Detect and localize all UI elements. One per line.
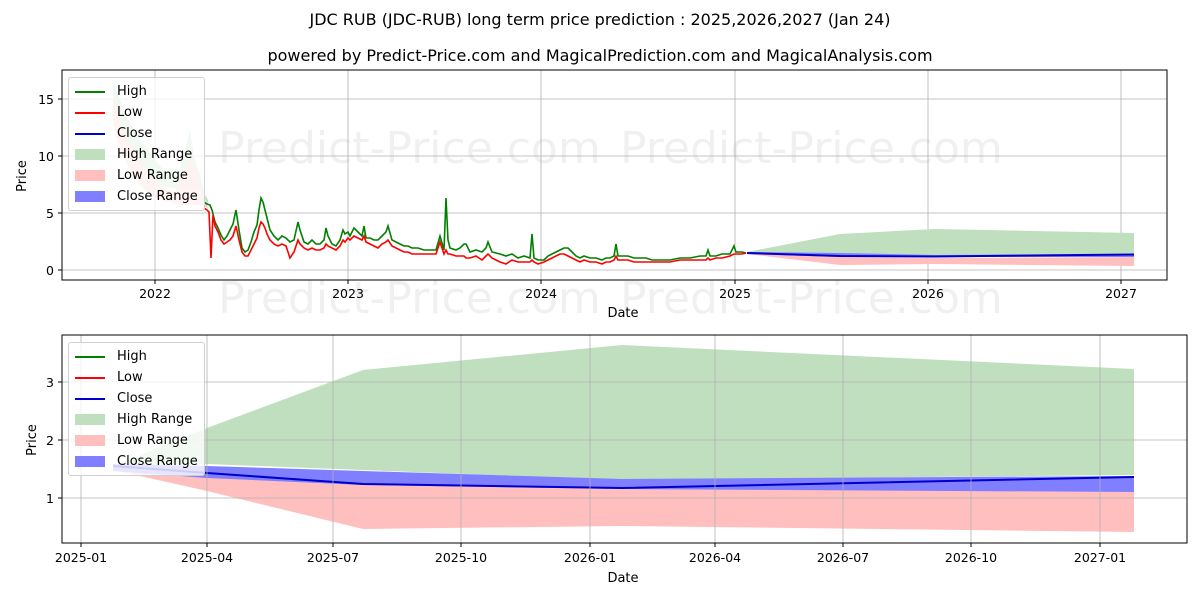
legend-label: Close Range — [117, 454, 198, 469]
bottom-high-range — [113, 345, 1134, 480]
legend-label: Close — [117, 391, 153, 406]
legend-label: Low Range — [117, 168, 188, 183]
legend-label: High Range — [117, 147, 193, 162]
watermark: Predict-Price.com — [620, 273, 1003, 324]
y-tick-label: 10 — [38, 149, 54, 164]
line-swatch-icon — [75, 376, 105, 379]
legend-item-high-range: High Range — [75, 144, 198, 165]
patch-swatch-icon — [75, 191, 105, 202]
legend-item-close: Close — [75, 123, 198, 144]
legend-label: Low Range — [117, 433, 188, 448]
legend-label: High — [117, 349, 147, 364]
line-swatch-icon — [75, 397, 105, 400]
patch-swatch-icon — [75, 414, 105, 425]
patch-swatch-icon — [75, 149, 105, 160]
watermark: Predict-Price.com — [218, 123, 601, 174]
y-axis-label: Price — [15, 160, 30, 192]
y-tick-label: 5 — [46, 206, 54, 221]
x-tick-label: 2024 — [525, 286, 557, 301]
legend-item-close-range: Close Range — [75, 451, 198, 472]
patch-swatch-icon — [75, 170, 105, 181]
top-axes-frame — [61, 69, 1168, 281]
x-tick-label: 2026-04 — [689, 550, 741, 565]
line-swatch-icon — [75, 90, 105, 93]
x-tick-label: 2027-01 — [1074, 550, 1126, 565]
watermark: Predict-Price.com — [218, 273, 601, 324]
legend-label: Low — [117, 105, 143, 120]
bottom-grid — [62, 335, 1187, 543]
x-tick-label: 2026 — [912, 286, 944, 301]
top-close-line — [746, 252, 1135, 258]
top-high-range — [747, 229, 1134, 256]
legend-label: High — [117, 84, 147, 99]
bottom-chart: Predict-Price.com Predict-Price.com — [25, 334, 1188, 586]
top-high-line — [203, 195, 747, 261]
y-tick-label: 15 — [38, 92, 54, 107]
x-tick-label: 2027 — [1105, 286, 1137, 301]
top-grid — [62, 70, 1167, 280]
x-tick-label: 2025 — [719, 286, 751, 301]
x-tick-label: 2026-10 — [945, 550, 997, 565]
x-axis-label: Date — [607, 306, 638, 321]
legend-item-low-range: Low Range — [75, 165, 198, 186]
line-swatch-icon — [75, 132, 105, 135]
bottom-legend: High Low Close High Range Low Range Clos… — [68, 342, 205, 476]
y-tick-label: 1 — [46, 491, 54, 506]
x-tick-label: 2025-01 — [55, 550, 107, 565]
x-tick-label: 2025-10 — [435, 550, 487, 565]
chart-title: JDC RUB (JDC-RUB) long term price predic… — [309, 10, 891, 29]
line-swatch-icon — [75, 355, 105, 358]
legend-item-low: Low — [75, 102, 198, 123]
x-tick-label: 2025-04 — [181, 550, 233, 565]
chart-subtitle: powered by Predict-Price.com and Magical… — [267, 46, 933, 65]
y-axis-label: Price — [25, 424, 40, 456]
legend-label: Low — [117, 370, 143, 385]
legend-item-close-range: Close Range — [75, 186, 198, 207]
x-tick-label: 2026-01 — [564, 550, 616, 565]
bottom-axes-frame — [61, 334, 1188, 544]
legend-label: Close — [117, 126, 153, 141]
x-tick-label: 2026-07 — [817, 550, 869, 565]
y-tick-label: 2 — [46, 433, 54, 448]
legend-item-high-range: High Range — [75, 409, 198, 430]
legend-item-close: Close — [75, 388, 198, 409]
legend-item-low: Low — [75, 367, 198, 388]
y-tick-label: 3 — [46, 375, 54, 390]
top-legend: High Low Close High Range Low Range Clos… — [68, 77, 205, 211]
watermark: Predict-Price.com — [620, 123, 1003, 174]
x-tick-label: 2023 — [332, 286, 364, 301]
line-swatch-icon — [75, 111, 105, 114]
x-axis-label: Date — [607, 571, 638, 586]
x-tick-label: 2022 — [139, 286, 171, 301]
patch-swatch-icon — [75, 435, 105, 446]
patch-swatch-icon — [75, 456, 105, 467]
y-tick-label: 0 — [46, 263, 54, 278]
legend-item-low-range: Low Range — [75, 430, 198, 451]
top-low-range — [747, 253, 1134, 266]
top-low-line — [203, 207, 747, 265]
legend-item-high: High — [75, 346, 198, 367]
legend-label: High Range — [117, 412, 193, 427]
x-tick-label: 2025-07 — [307, 550, 359, 565]
legend-label: Close Range — [117, 189, 198, 204]
legend-item-high: High — [75, 81, 198, 102]
